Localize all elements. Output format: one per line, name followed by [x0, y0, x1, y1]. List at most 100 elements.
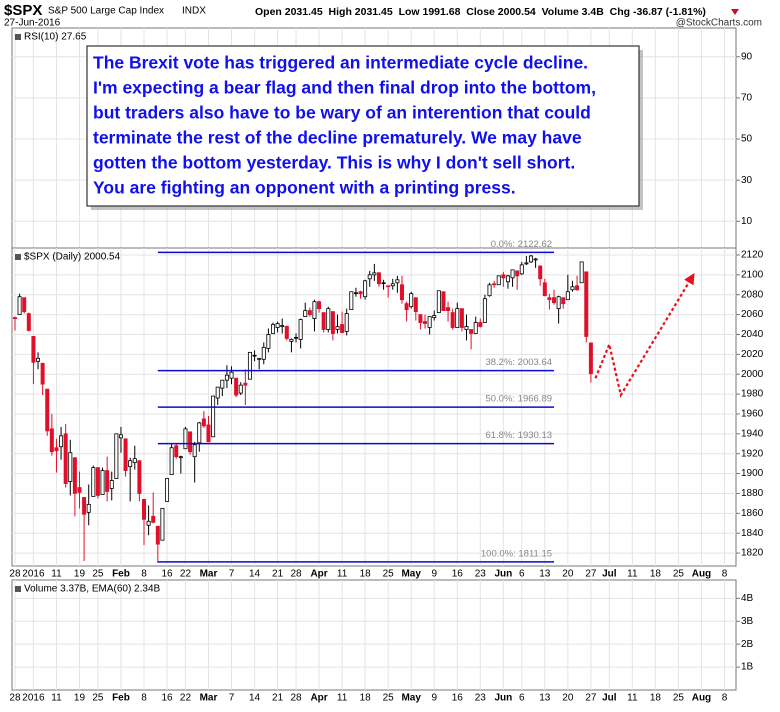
candle-body: [215, 386, 220, 399]
candle-body: [298, 319, 303, 340]
candle-body: [565, 291, 570, 301]
x-tick-label: 8: [141, 569, 147, 580]
candle-body: [487, 284, 492, 297]
candle-body: [528, 255, 533, 263]
candle-body: [376, 272, 381, 285]
y-tick-label: 70: [741, 93, 753, 104]
candle-body: [86, 503, 91, 513]
y-tick-label: 1880: [741, 488, 764, 499]
fib-label: 50.0%: 1966.89: [485, 394, 552, 405]
x-tick-label: 7: [229, 569, 235, 580]
x-tick-label: 13: [539, 569, 551, 580]
candle-body: [441, 291, 446, 312]
annotation-line: I'm expecting a bear flag and then final…: [93, 78, 596, 98]
candle-body: [538, 265, 543, 280]
candle-body: [381, 282, 386, 284]
candle-body: [141, 499, 146, 520]
panel-icon: [15, 254, 21, 260]
x-tick-label: Feb: [112, 569, 130, 580]
candle-body: [399, 284, 404, 301]
candle-body: [436, 290, 441, 313]
projection: [594, 273, 695, 398]
quote: Open 2031.45 High 2031.45 Low 1991.68 Cl…: [255, 6, 706, 18]
candle-body: [151, 515, 156, 523]
y-tick-label: 10: [741, 216, 753, 227]
panel-icon: [15, 34, 21, 40]
candle-body: [289, 339, 294, 342]
candle-body: [40, 362, 45, 385]
x-tick-label: 28: [9, 569, 21, 580]
x-tick-label: Mar: [200, 569, 218, 580]
y-tick-label: 50: [741, 134, 753, 145]
candle-body: [482, 298, 487, 323]
candle-body: [427, 316, 432, 328]
candle-body: [82, 497, 87, 515]
candle-body: [473, 322, 478, 334]
x-tick-label: May: [401, 569, 421, 580]
candle-body: [45, 388, 50, 432]
candle-body: [270, 324, 275, 334]
candle-body: [174, 445, 179, 458]
x-tick-label: 25: [92, 693, 104, 704]
candle-body: [36, 357, 41, 362]
x-tick-label: Apr: [310, 569, 327, 580]
candle-body: [100, 470, 105, 495]
y-tick-label: 3B: [741, 616, 754, 627]
x-tick-label: Aug: [692, 569, 711, 580]
candle-body: [340, 324, 345, 333]
x-tick-label: 16: [452, 693, 464, 704]
x-tick-label: 13: [539, 693, 551, 704]
candle-body: [492, 283, 497, 286]
y-tick-label: 1B: [741, 662, 754, 673]
candle-body: [123, 438, 128, 471]
x-tick-label: 6: [519, 569, 525, 580]
candle-body: [132, 458, 137, 464]
x-tick-label: 25: [673, 569, 685, 580]
candle-body: [224, 374, 229, 381]
annotation-frame: [86, 45, 640, 207]
down-triangle: [731, 9, 739, 15]
candle-body: [252, 354, 257, 357]
candle-body: [95, 467, 100, 496]
candle-body: [12, 317, 17, 319]
y-tick-label: 2100: [741, 269, 764, 280]
x-tick-label: 28: [290, 693, 302, 704]
x-tick-label: 16: [161, 569, 173, 580]
candle-body: [423, 321, 428, 324]
x-tick-label: 18: [360, 693, 372, 704]
y-tick-label: 2080: [741, 289, 764, 300]
candle-body: [459, 308, 464, 328]
x-tick-label: May: [401, 693, 421, 704]
panel-label: Volume 3.37B, EMA(60) 2.34B: [24, 584, 161, 595]
fib-label: 61.8%: 1930.13: [485, 430, 552, 441]
x-tick-label: 19: [74, 569, 86, 580]
candle-body: [118, 434, 123, 439]
x-tick-label: 11: [337, 569, 348, 580]
candle-body: [109, 480, 114, 489]
candle-body: [321, 312, 326, 330]
x-tick-label: 11: [51, 569, 62, 580]
candle-body: [552, 297, 557, 304]
candle-body: [579, 261, 584, 284]
candle-body: [372, 272, 377, 276]
candle-body: [280, 325, 285, 327]
annotation-box: The Brexit vote has triggered an interme…: [86, 45, 643, 210]
y-tick-label: 2040: [741, 329, 764, 340]
panel-icon: [15, 586, 21, 592]
x-tick-label: 22: [180, 693, 192, 704]
candle-body: [238, 384, 243, 394]
y-tick-label: 2000: [741, 369, 764, 380]
index-name: S&P 500 Large Cap Index: [48, 6, 164, 17]
x-tick-label: 23: [475, 569, 487, 580]
candle-body: [303, 310, 308, 317]
x-tick-label: 20: [562, 693, 574, 704]
candle-body: [505, 275, 510, 283]
candle-body: [63, 433, 68, 484]
candle-body: [446, 307, 451, 312]
candle-body: [515, 270, 520, 277]
annotation-line: terminate the rest of the decline premat…: [93, 128, 582, 148]
candle-body: [464, 326, 469, 330]
annotation-line: The Brexit vote has triggered an interme…: [93, 53, 588, 73]
candle-body: [363, 280, 368, 298]
candle-body: [307, 310, 312, 315]
